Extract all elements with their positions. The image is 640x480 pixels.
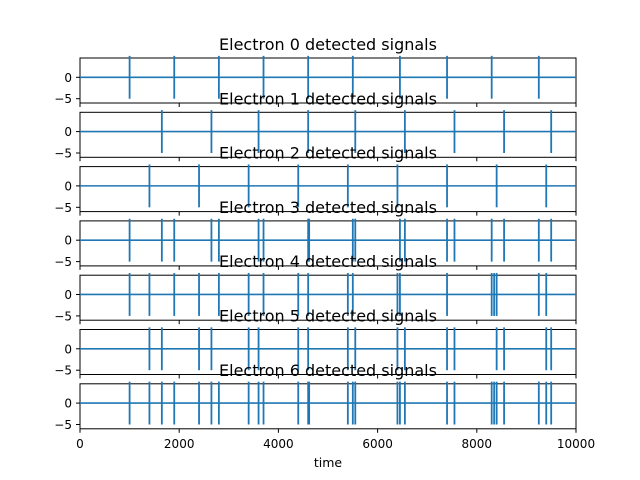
y-tick-label: 0 xyxy=(64,125,72,139)
axes-frame xyxy=(79,220,577,267)
subplot-electron-3: 0 −5 Electron 3 detected signals xyxy=(54,198,577,270)
axes-frame xyxy=(79,166,577,213)
y-tick-label: −5 xyxy=(54,309,72,323)
axes-frame xyxy=(79,383,577,430)
x-tick-label: 0 xyxy=(76,437,84,451)
y-tick-label: −5 xyxy=(54,147,72,161)
y-tick-label: 0 xyxy=(64,234,72,248)
subplot-electron-2: 0 −5 Electron 2 detected signals xyxy=(54,144,577,216)
y-tick-label: 0 xyxy=(64,71,72,85)
y-tick-label: −5 xyxy=(54,255,72,269)
axes-frame xyxy=(79,329,577,375)
subplot-title: Electron 3 detected signals xyxy=(219,198,437,217)
subplot-title: Electron 2 detected signals xyxy=(219,144,437,163)
y-tick-label: −5 xyxy=(54,418,72,432)
y-tick-label: −5 xyxy=(54,201,72,215)
y-tick-label: 0 xyxy=(64,179,72,193)
subplot-panels: 0 −5 Electron 0 detected signals 0 −5 Electro… xyxy=(54,35,577,433)
axes-frame xyxy=(79,111,577,158)
y-tick-label: 0 xyxy=(64,397,72,411)
x-tick-label: 10000 xyxy=(557,437,595,451)
subplot-electron-5: 0 −5 Electron 5 detected signals xyxy=(54,307,577,379)
y-tick-label: 0 xyxy=(64,288,72,302)
x-tick-label: 2000 xyxy=(164,437,195,451)
subplot-title: Electron 4 detected signals xyxy=(219,252,437,271)
x-tick-label: 4000 xyxy=(263,437,294,451)
subplot-title: Electron 0 detected signals xyxy=(219,35,437,54)
subplot-electron-4: 0 −5 Electron 4 detected signals xyxy=(54,252,577,325)
x-tick-label: 6000 xyxy=(362,437,393,451)
axes-frame xyxy=(79,57,577,104)
y-tick-label: −5 xyxy=(54,364,72,378)
y-tick-label: −5 xyxy=(54,92,72,106)
subplot-electron-1: 0 −5 Electron 1 detected signals xyxy=(54,89,577,162)
subplot-electron-0: 0 −5 Electron 0 detected signals xyxy=(54,35,577,107)
axes-frame xyxy=(79,274,577,321)
y-tick-label: 0 xyxy=(64,342,72,356)
subplot-title: Electron 6 detected signals xyxy=(219,361,437,380)
x-axis-label: time xyxy=(314,455,343,470)
subplot-title: Electron 1 detected signals xyxy=(219,89,437,108)
subplot-electron-6: 0 −5 Electron 6 detected signals xyxy=(54,361,577,433)
shared-x-axis: 0 2000 4000 6000 8000 10000 xyxy=(76,437,595,451)
x-tick-label: 8000 xyxy=(462,437,493,451)
subplot-title: Electron 5 detected signals xyxy=(219,307,437,326)
